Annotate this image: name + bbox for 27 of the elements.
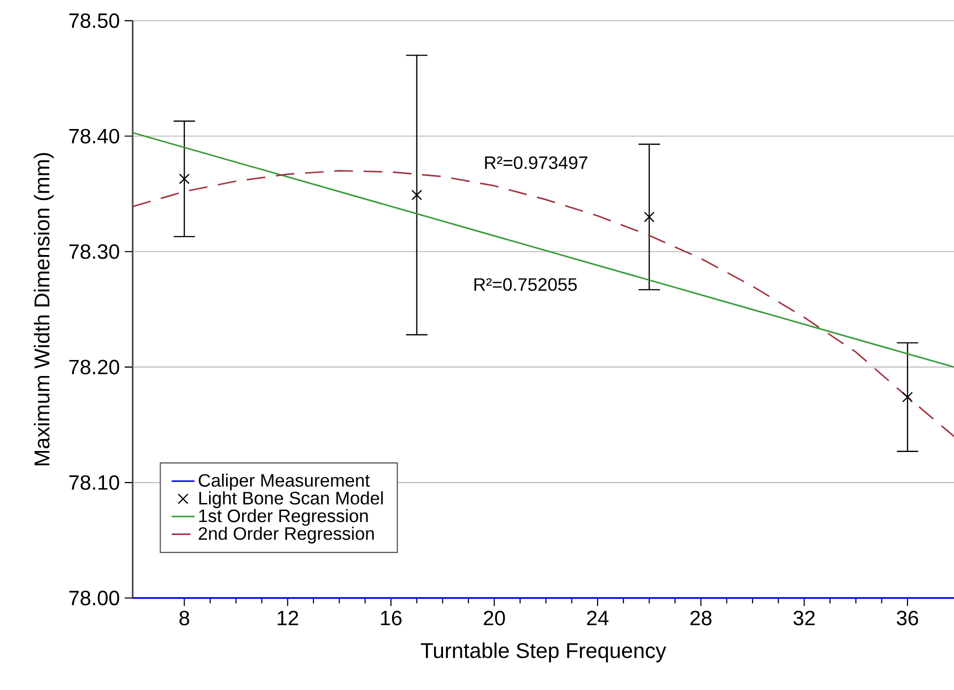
x-tick-label: 32 [794, 610, 815, 626]
y-tick-label: 78.00 [69, 590, 120, 606]
annotation: R²=0.752055 [474, 278, 577, 291]
line-series [132, 170, 954, 438]
y-tick-label: 78.20 [69, 360, 120, 374]
annotation: R²=0.973497 [485, 156, 588, 170]
x-tick-label: 24 [587, 610, 608, 626]
x-tick-label: 20 [484, 610, 505, 626]
y-axis-title: Maximum Width Dimension (mm) [34, 153, 54, 466]
y-tick-label: 78.30 [69, 244, 120, 259]
legend-label: Caliper Measurement [198, 474, 370, 490]
x-tick-label: 16 [381, 610, 402, 626]
point [179, 174, 190, 184]
x-tick-label: 12 [278, 610, 298, 626]
x-tick-label: 8 [179, 610, 190, 626]
point [644, 212, 655, 222]
y-tick-label: 78.40 [69, 128, 120, 144]
legend-label: Light Bone Scan Model [199, 491, 383, 508]
y-tick-label: 78.50 [69, 13, 120, 28]
x-tick-label: 28 [690, 610, 712, 626]
x-axis-title: Turntable Step Frequency [420, 642, 666, 662]
y-tick-label: 78.10 [69, 475, 120, 490]
legend-label: 2nd Order Regression [198, 526, 374, 544]
point [411, 190, 422, 200]
x-tick-label: 36 [896, 610, 918, 626]
point [902, 392, 913, 402]
legend-label: 1st Order Regression [199, 509, 368, 526]
